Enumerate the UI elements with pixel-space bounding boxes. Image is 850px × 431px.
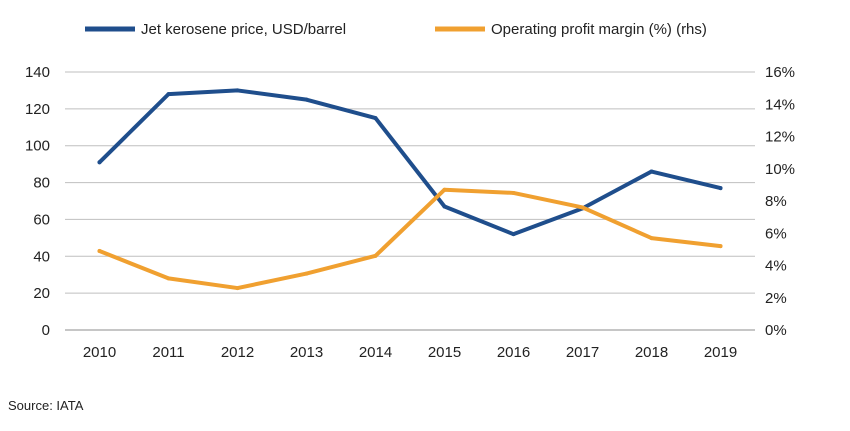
left-tick-label: 80 <box>33 175 50 192</box>
x-tick-label: 2010 <box>83 344 116 361</box>
x-axis-ticks: 2010 2011 2012 2013 2014 2015 2016 2017 2018 2019 <box>83 344 737 361</box>
data-point-2 <box>235 286 240 291</box>
right-tick-label: 6% <box>765 225 787 242</box>
legend-label: Jet kerosene price, USD/barrel <box>141 21 346 38</box>
data-point-1 <box>166 92 171 97</box>
data-point-1 <box>718 186 723 191</box>
data-point-2 <box>511 190 516 195</box>
x-tick-label: 2013 <box>290 344 323 361</box>
right-tick-label: 4% <box>765 258 787 275</box>
data-point-1 <box>511 232 516 237</box>
legend: Jet kerosene price, USD/barrel Operating … <box>85 21 707 38</box>
left-tick-label: 20 <box>33 285 50 302</box>
left-tick-label: 40 <box>33 248 50 265</box>
data-point-1 <box>97 160 102 165</box>
data-point-2 <box>649 236 654 241</box>
right-tick-label: 0% <box>765 322 787 339</box>
data-point-1 <box>373 116 378 121</box>
series-lines <box>97 88 723 291</box>
x-tick-label: 2015 <box>428 344 461 361</box>
x-tick-label: 2018 <box>635 344 668 361</box>
x-tick-label: 2011 <box>152 344 184 361</box>
source-note: Source: IATA <box>8 398 84 413</box>
left-tick-label: 0 <box>42 322 50 339</box>
x-tick-label: 2017 <box>566 344 599 361</box>
data-point-2 <box>718 244 723 249</box>
data-point-1 <box>442 204 447 209</box>
left-tick-label: 60 <box>33 211 50 228</box>
series-line-1 <box>97 88 723 237</box>
data-point-2 <box>442 187 447 192</box>
data-point-2 <box>97 248 102 253</box>
gridlines <box>65 71 755 331</box>
left-tick-label: 120 <box>25 101 50 118</box>
right-axis-ticks: 0% 2% 4% 6% 8% 10% 12% 14% 16% <box>765 64 795 339</box>
right-tick-label: 8% <box>765 193 787 210</box>
left-tick-label: 140 <box>25 64 50 81</box>
data-point-2 <box>580 205 585 210</box>
series-line-2 <box>97 187 723 291</box>
data-point-1 <box>649 169 654 174</box>
data-point-2 <box>304 271 309 276</box>
data-point-1 <box>304 97 309 102</box>
x-tick-label: 2012 <box>221 344 254 361</box>
x-tick-label: 2016 <box>497 344 530 361</box>
data-point-2 <box>373 253 378 258</box>
x-tick-label: 2014 <box>359 344 392 361</box>
right-tick-label: 2% <box>765 290 787 307</box>
left-axis-ticks: 0 20 40 60 80 100 120 140 <box>25 64 50 339</box>
right-tick-label: 10% <box>765 161 795 178</box>
data-point-1 <box>235 88 240 93</box>
left-tick-label: 100 <box>25 138 50 155</box>
right-tick-label: 14% <box>765 96 795 113</box>
right-tick-label: 16% <box>765 64 795 81</box>
legend-label: Operating profit margin (%) (rhs) <box>491 21 707 38</box>
data-point-2 <box>166 276 171 281</box>
right-tick-label: 12% <box>765 129 795 146</box>
x-tick-label: 2019 <box>704 344 737 361</box>
